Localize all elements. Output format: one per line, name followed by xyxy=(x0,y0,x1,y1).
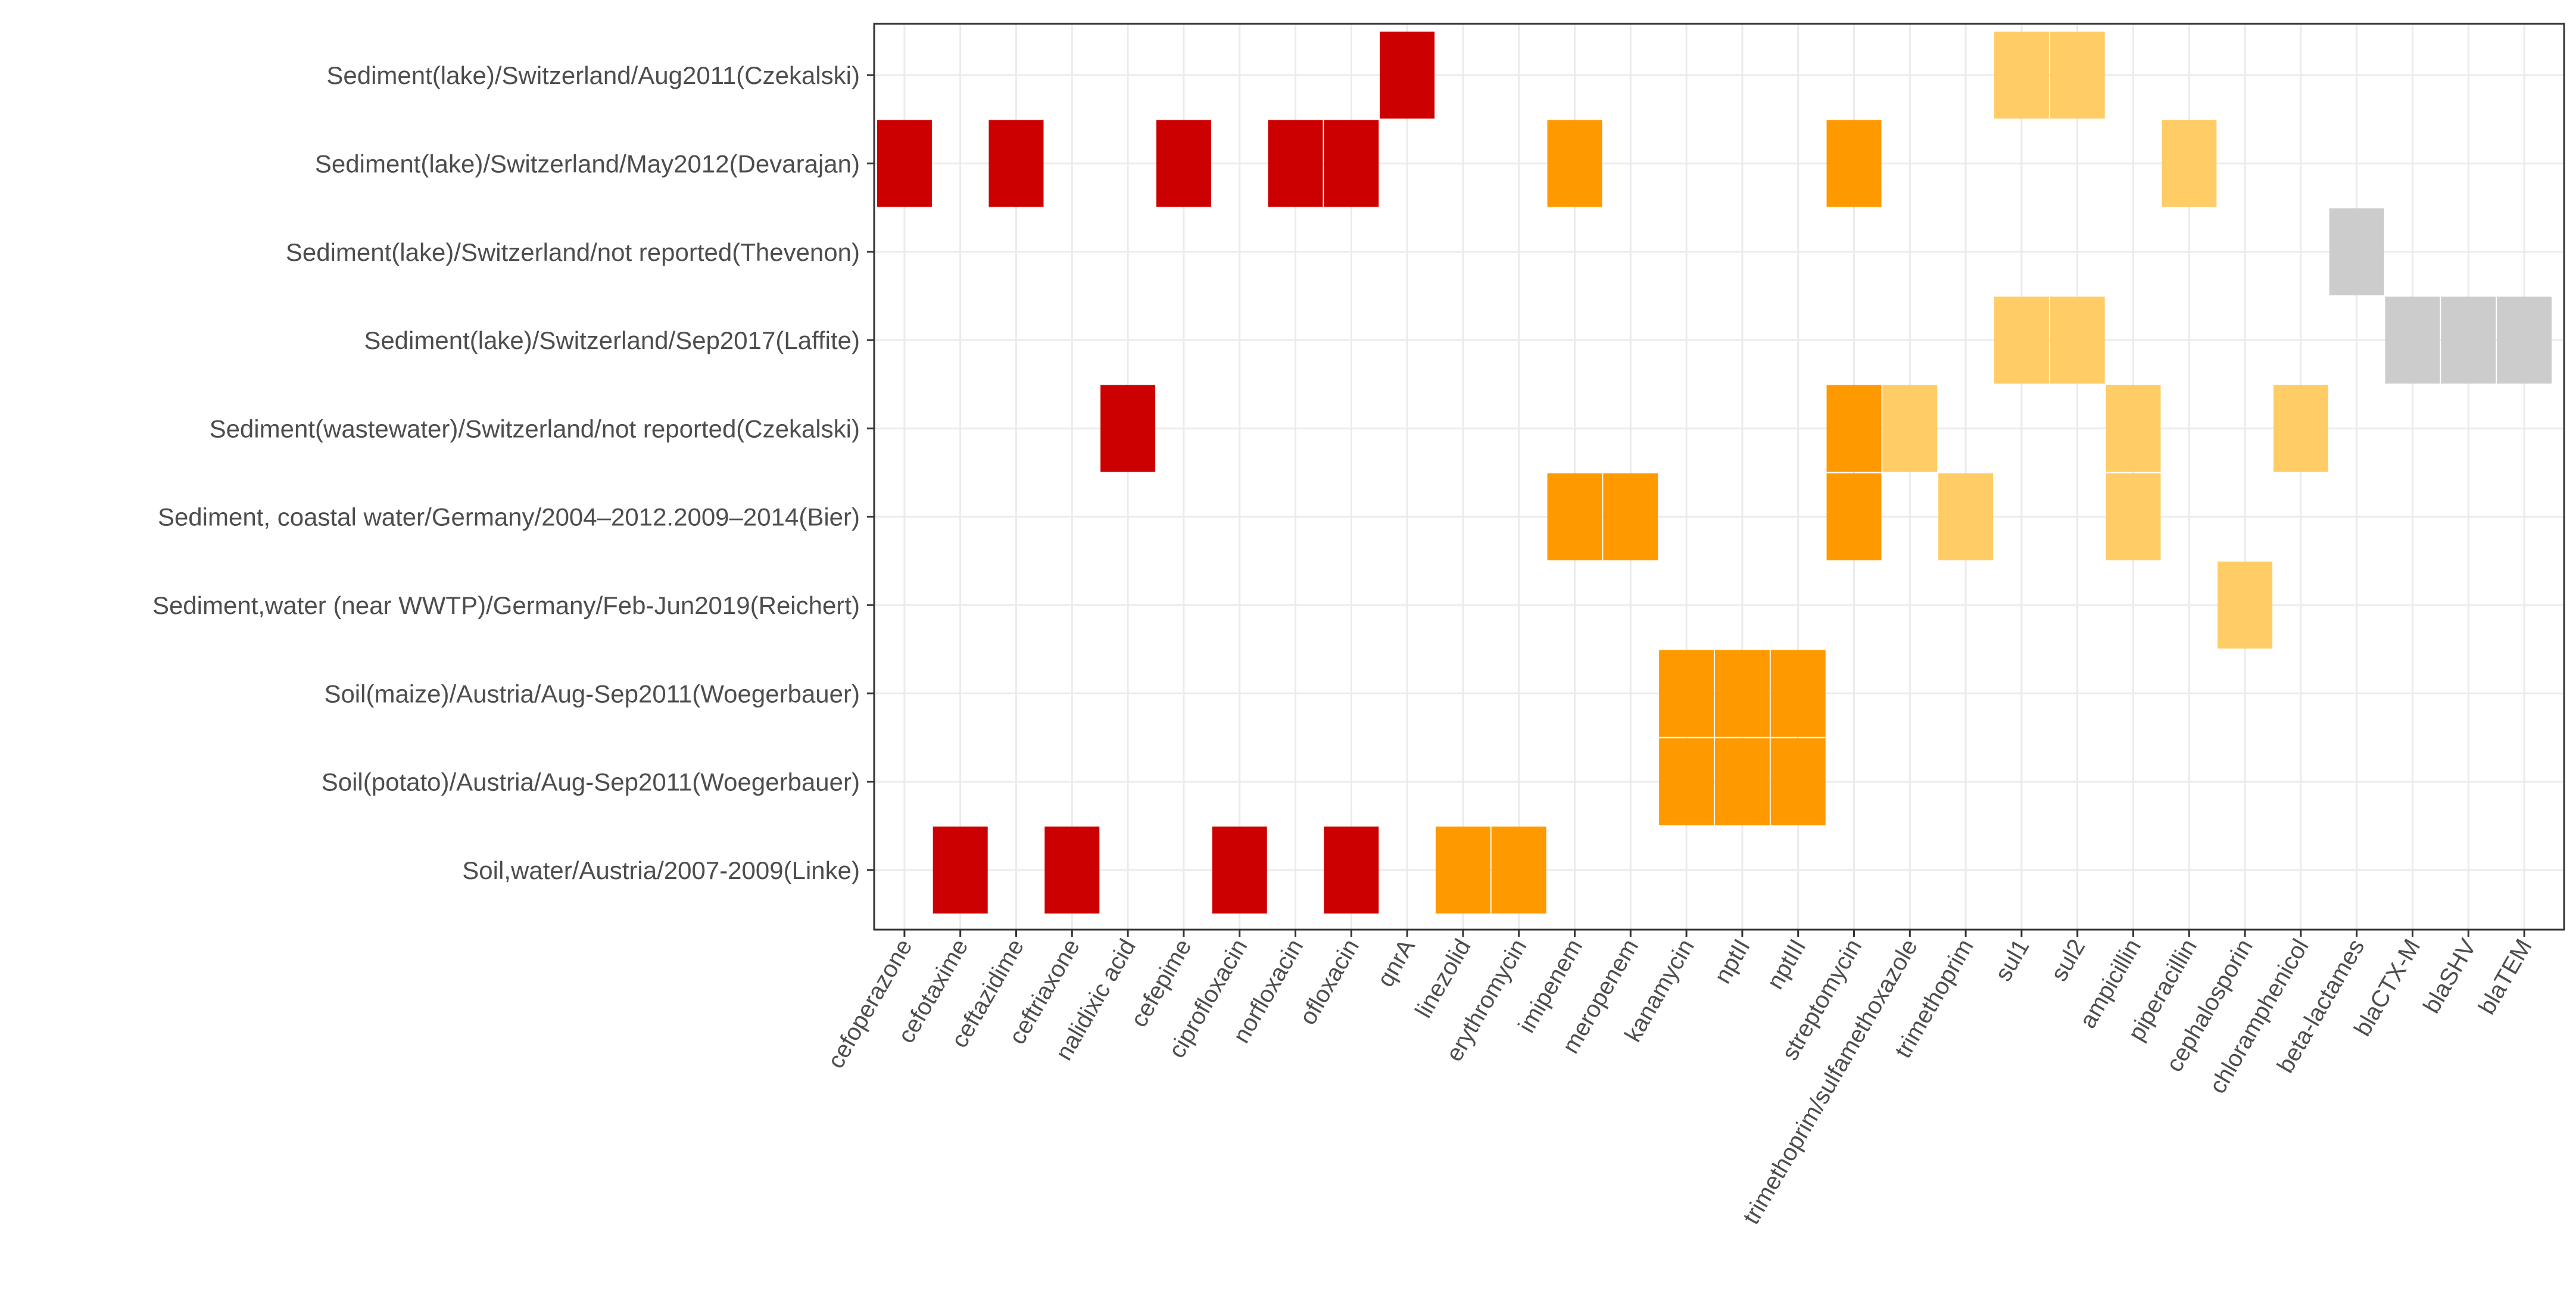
heatmap-cell xyxy=(1659,650,1714,737)
y-tick-label: Sediment, coastal water/Germany/2004–201… xyxy=(158,503,860,531)
heatmap-cell xyxy=(1714,650,1770,737)
heatmap-cell xyxy=(2218,561,2273,649)
heatmap-cell xyxy=(1882,385,1938,472)
heatmap-cell xyxy=(2441,297,2496,384)
x-tick-label: sul1 xyxy=(1990,935,2035,986)
heatmap-cell xyxy=(2162,120,2217,207)
heatmap-cell xyxy=(1994,297,2049,384)
y-tick-label: Sediment(wastewater)/Switzerland/not rep… xyxy=(210,414,860,442)
heatmap-cell xyxy=(933,826,988,914)
heatmap-cell xyxy=(2050,32,2105,119)
heatmap-cell xyxy=(1044,826,1100,914)
y-tick-label-layer: Sediment(lake)/Switzerland/Aug2011(Czeka… xyxy=(152,61,860,884)
heatmap-cell xyxy=(1156,120,1211,207)
panel-border xyxy=(873,23,2565,931)
heatmap-cell xyxy=(1435,826,1490,914)
heatmap-cell xyxy=(988,120,1044,207)
y-tick-label: Sediment,water (near WWTP)/Germany/Feb-J… xyxy=(152,591,860,619)
heatmap-cell xyxy=(1380,32,1435,119)
heatmap-cell xyxy=(2329,208,2384,295)
heatmap-cell xyxy=(1100,385,1156,472)
heatmap-cell xyxy=(2050,297,2105,384)
y-tick-label: Sediment(lake)/Switzerland/May2012(Devar… xyxy=(315,149,860,177)
y-tick-label: Soil(potato)/Austria/Aug-Sep2011(Woegerb… xyxy=(322,768,860,796)
x-tick-label: nptII xyxy=(1710,935,1755,988)
heatmap-cell xyxy=(1603,473,1658,560)
heatmap-cell xyxy=(1547,120,1602,207)
x-tick-layer xyxy=(903,930,2525,937)
y-tick-layer xyxy=(867,74,874,871)
y-tick-label: Soil,water/Austria/2007-2009(Linke) xyxy=(462,856,860,884)
heatmap-cell xyxy=(2106,473,2161,560)
y-tick-label: Sediment(lake)/Switzerland/not reported(… xyxy=(286,238,860,266)
heatmap-cell xyxy=(1826,385,1882,472)
heatmap-cell xyxy=(1547,473,1602,560)
x-tick-label: qnrA xyxy=(1373,934,1421,991)
y-tick-label: Sediment(lake)/Switzerland/Aug2011(Czeka… xyxy=(326,61,860,89)
heatmap-cell xyxy=(877,120,932,207)
x-tick-label-layer: cefoperazonecefotaximeceftazidimeceftria… xyxy=(822,934,2537,1229)
heatmap-cell xyxy=(1770,650,1826,737)
x-tick-label: blaTEM xyxy=(2474,935,2537,1019)
x-tick-label: sul2 xyxy=(2046,935,2091,986)
heatmap-cell xyxy=(1714,738,1770,825)
heatmap-cell xyxy=(1994,32,2049,119)
heatmap-cell xyxy=(1938,473,1994,560)
cell-layer xyxy=(877,32,2552,914)
x-tick-label: blaSHV xyxy=(2418,934,2481,1018)
y-tick-label: Sediment(lake)/Switzerland/Sep2017(Laffi… xyxy=(364,326,860,354)
heatmap-cell xyxy=(1770,738,1826,825)
heatmap-cell xyxy=(2273,385,2328,472)
heatmap-cell xyxy=(2106,385,2161,472)
x-tick-label: cefoperazone xyxy=(822,935,917,1073)
heatmap-cell xyxy=(1659,738,1714,825)
heatmap-cell xyxy=(1268,120,1323,207)
x-tick-label: nptIII xyxy=(1762,935,1811,994)
heatmap-cell xyxy=(1826,120,1882,207)
heatmap-cell xyxy=(2385,297,2440,384)
heatmap-cell xyxy=(1826,473,1882,560)
heatmap-cell xyxy=(2497,297,2552,384)
y-tick-label: Soil(maize)/Austria/Aug-Sep2011(Woegerba… xyxy=(324,680,860,708)
heatmap-cell xyxy=(1324,120,1379,207)
heatmap-cell xyxy=(1324,826,1379,914)
heatmap-cell xyxy=(1491,826,1546,914)
heatmap-cell xyxy=(1212,826,1267,914)
